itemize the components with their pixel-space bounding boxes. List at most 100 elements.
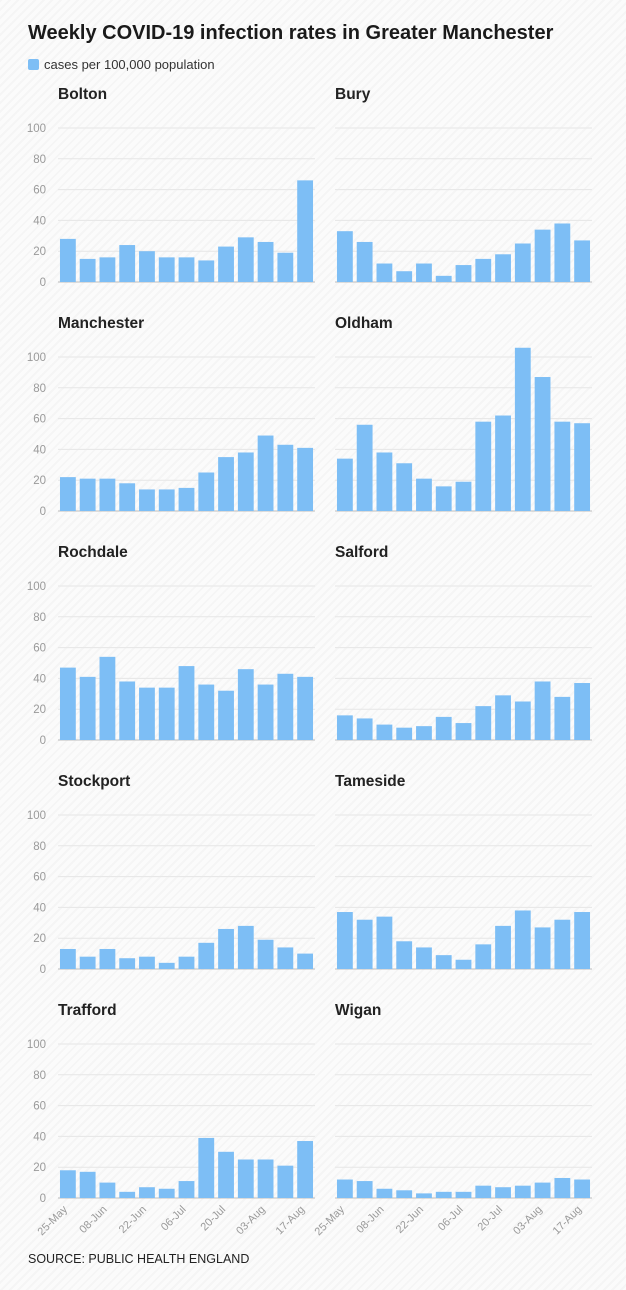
x-tick-trafford-20-jul: 20-Jul [198, 1204, 228, 1234]
bar-bury-27-jul [514, 243, 531, 282]
bar-bolton-17-aug [297, 180, 314, 282]
panel-manchester: Manchester 0 20 40 60 80 100 [27, 315, 315, 518]
bar-wigan-20-jul [495, 1187, 511, 1198]
x-tick-trafford-17-aug: 17-Aug [274, 1204, 308, 1238]
bar-bury-13-jul [475, 258, 492, 282]
y-tick-rochdale-60: 60 [33, 643, 46, 655]
bar-bolton-20-jul [218, 246, 234, 282]
bar-wigan-25-may [336, 1179, 353, 1198]
bar-tameside-15-jun [396, 941, 413, 969]
bar-trafford-15-jun [119, 1191, 136, 1198]
bar-bury-15-jun [396, 271, 413, 282]
bar-bury-08-jun [376, 263, 393, 282]
bar-manchester-15-jun [119, 483, 136, 511]
bar-wigan-10-aug [554, 1177, 571, 1198]
bar-bury-29-jun [435, 275, 452, 282]
bar-bury-10-aug [554, 223, 571, 282]
bar-manchester-03-aug [257, 435, 274, 511]
bar-trafford-01-jun [79, 1171, 96, 1198]
bar-manchester-27-jul [237, 452, 254, 511]
bar-oldham-25-may [336, 458, 353, 511]
y-tick-trafford-20: 20 [33, 1162, 46, 1174]
x-tick-trafford-06-jul: 06-Jul [159, 1204, 189, 1234]
bar-bury-17-aug [574, 240, 591, 282]
bar-manchester-08-jun [99, 478, 116, 511]
bar-manchester-29-jun [158, 489, 175, 511]
bar-salford-01-jun [356, 718, 373, 740]
y-tick-stockport-40: 40 [33, 902, 46, 914]
bar-manchester-13-jul [198, 472, 215, 511]
legend-swatch [28, 59, 39, 70]
panel-title-manchester: Manchester [58, 315, 144, 332]
bar-salford-10-aug [554, 696, 571, 740]
bar-wigan-06-jul [455, 1191, 472, 1198]
bar-manchester-20-jul [218, 457, 234, 511]
bar-bury-22-jun [416, 263, 432, 282]
bar-tameside-13-jul [475, 944, 492, 969]
bar-tameside-08-jun [376, 916, 393, 969]
bar-rochdale-17-aug [297, 676, 314, 740]
bar-manchester-17-aug [297, 447, 314, 511]
bar-rochdale-01-jun [79, 676, 96, 740]
bar-bolton-03-aug [257, 241, 274, 282]
bar-oldham-15-jun [396, 463, 413, 511]
bar-salford-03-aug [534, 681, 551, 740]
bar-wigan-01-jun [356, 1181, 373, 1198]
bar-bury-25-may [336, 231, 353, 282]
bar-salford-29-jun [435, 716, 452, 740]
panel-bury: Bury [335, 86, 592, 283]
y-tick-stockport-80: 80 [33, 841, 46, 853]
panel-trafford: Trafford 0 20 40 60 80 100 25-May 08-Jun 22-Jun 06… [27, 1002, 315, 1238]
bar-salford-27-jul [514, 701, 531, 740]
y-tick-manchester-20: 20 [33, 475, 46, 487]
bar-tameside-22-jun [416, 947, 432, 969]
bar-tameside-25-may [336, 912, 353, 969]
y-tick-rochdale-0: 0 [40, 735, 46, 747]
y-tick-trafford-40: 40 [33, 1131, 46, 1143]
bar-tameside-06-jul [455, 959, 472, 969]
bar-bolton-27-jul [237, 237, 254, 282]
legend-label: cases per 100,000 population [44, 57, 215, 72]
x-tick-trafford-08-jun: 08-Jun [77, 1204, 109, 1236]
y-tick-rochdale-80: 80 [33, 612, 46, 624]
y-tick-manchester-40: 40 [33, 444, 46, 456]
x-tick-wigan-06-jul: 06-Jul [436, 1204, 466, 1234]
x-tick-trafford-22-jun: 22-Jun [117, 1204, 149, 1236]
bar-salford-22-jun [416, 726, 432, 740]
bar-trafford-27-jul [237, 1159, 254, 1198]
bar-oldham-27-jul [514, 347, 531, 511]
bar-bolton-29-jun [158, 257, 175, 282]
bar-bolton-01-jun [79, 258, 96, 282]
panel-title-rochdale: Rochdale [58, 544, 128, 561]
bar-rochdale-25-may [59, 667, 76, 740]
bar-rochdale-27-jul [237, 669, 254, 740]
y-tick-rochdale-40: 40 [33, 673, 46, 685]
bar-stockport-22-jun [139, 956, 155, 969]
bar-trafford-03-aug [257, 1159, 274, 1198]
bar-manchester-01-jun [79, 478, 96, 511]
bar-stockport-01-jun [79, 956, 96, 969]
panel-oldham: Oldham [335, 315, 592, 512]
bar-stockport-10-aug [277, 947, 294, 969]
x-tick-trafford-03-aug: 03-Aug [234, 1204, 268, 1238]
bar-bolton-25-may [59, 238, 76, 282]
x-tick-wigan-20-jul: 20-Jul [475, 1204, 505, 1234]
bar-bury-20-jul [495, 254, 511, 282]
bar-trafford-06-jul [178, 1181, 195, 1198]
bar-stockport-06-jul [178, 956, 195, 969]
panel-wigan: Wigan 25-May 08-Jun 22-Jun 06-Jul 20-Jul 03-Au… [313, 1002, 592, 1238]
y-tick-trafford-0: 0 [40, 1193, 46, 1205]
bar-salford-17-aug [574, 683, 591, 740]
y-tick-manchester-100: 100 [27, 352, 46, 364]
bar-tameside-27-jul [514, 910, 531, 969]
panel-title-oldham: Oldham [335, 315, 393, 332]
y-tick-manchester-60: 60 [33, 414, 46, 426]
y-tick-stockport-20: 20 [33, 933, 46, 945]
y-tick-trafford-60: 60 [33, 1101, 46, 1113]
bar-tameside-01-jun [356, 919, 373, 969]
bar-stockport-03-aug [257, 939, 274, 969]
bar-bolton-10-aug [277, 252, 294, 282]
bar-rochdale-15-jun [119, 681, 136, 740]
bar-trafford-20-jul [218, 1151, 234, 1198]
